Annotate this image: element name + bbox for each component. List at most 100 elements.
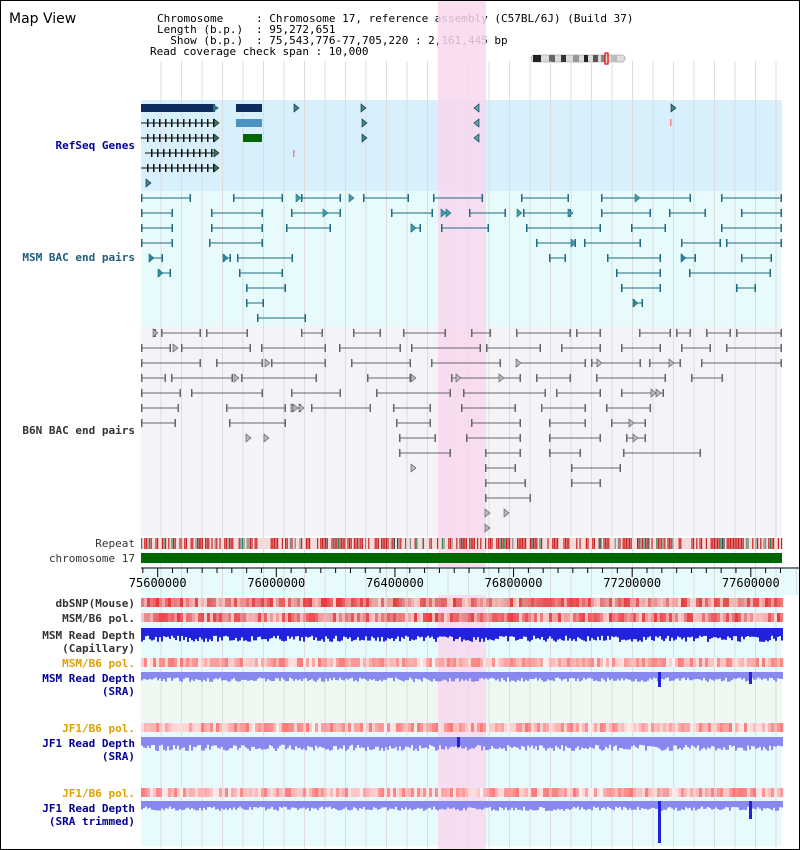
msm-depth-bar [733, 628, 735, 637]
msm-pol-sra-cell [315, 658, 319, 667]
msm-depth-bar [681, 628, 683, 640]
jf1-depth-bar [525, 737, 527, 751]
repeat-element [430, 538, 432, 549]
jf1-trim-depth-bar [345, 801, 347, 808]
msm-pol-cell [606, 613, 610, 622]
repeat-element [229, 538, 231, 549]
repeat-element [637, 538, 639, 549]
msm-pol-cell [720, 613, 724, 622]
repeat-element [254, 538, 256, 549]
jf1-pol-cell [441, 723, 445, 732]
jf1-trim-depth-bar [463, 801, 465, 808]
jf1-pol-trim-cell [144, 788, 148, 797]
msm-bac-pair-end [161, 254, 163, 262]
msm-sra-depth-bar [343, 672, 345, 681]
jf1-depth-bar [691, 737, 693, 746]
jf1-trim-depth-bar [275, 801, 277, 810]
msm-pol-sra-cell [756, 658, 760, 667]
jf1-depth-bar [407, 737, 409, 747]
msm-depth-bar [145, 628, 147, 637]
jf1-trim-depth-bar [385, 801, 387, 808]
jf1-pol-trim-cell [717, 788, 721, 797]
msm-sra-depth-bar [631, 672, 633, 682]
jf1-depth-bar [441, 737, 443, 750]
msm-depth-bar [315, 628, 317, 638]
b6n-arrow [596, 358, 603, 368]
jf1-trim-depth-bar [419, 801, 421, 809]
msm-depth-bar [599, 628, 601, 641]
jf1-depth-trim-label: JF1 Read Depth [42, 802, 135, 815]
msm-depth-bar [465, 628, 467, 641]
msm-pol-cell [549, 613, 553, 622]
msm-pol-sra-cell [426, 658, 430, 667]
jf1-pol-cell [309, 723, 313, 732]
jf1-depth-bar [707, 737, 709, 748]
jf1-pol-cell [528, 723, 532, 732]
repeat-element [625, 538, 627, 549]
jf1-trim-depth-bar [407, 801, 409, 810]
jf1-pol-cell [255, 723, 259, 732]
msm-pol-cell [459, 613, 463, 622]
msm-depth-bar [257, 628, 259, 638]
b6n-bac-pair-end [571, 479, 573, 487]
jf1-pol-trim-cell [633, 788, 637, 797]
jf1-trim-depth-bar [653, 801, 655, 808]
msm-sra-depth-bar [195, 672, 197, 680]
jf1-depth-bar [411, 737, 413, 746]
msm-pol-cell [645, 613, 649, 622]
msm-sra-depth-bar [425, 672, 427, 679]
msm-depth-bar [541, 628, 543, 637]
jf1-depth-bar [483, 737, 485, 747]
dbsnp-cell [177, 598, 181, 607]
jf1-pol-trim-cell [378, 788, 382, 797]
msm-depth-bar [637, 628, 639, 642]
msm-pol-cell [651, 613, 655, 622]
repeat-element [334, 538, 336, 549]
msm-pol-cell [378, 613, 382, 622]
jf1-pol-cell [636, 723, 640, 732]
jf1-trim-depth-bar [389, 801, 391, 809]
msm-sra-depth-bar [603, 672, 605, 680]
b6n-bac-pair-end [780, 329, 782, 337]
msm-depth-bar [739, 628, 741, 642]
jf1-pol-trim-cell [651, 788, 655, 797]
chromosome-ideogram[interactable] [529, 52, 629, 66]
jf1-trim-depth-bar [481, 801, 483, 810]
jf1-trim-depth-bar [373, 801, 375, 808]
repeat-element [206, 538, 208, 549]
jf1-pol-cell [669, 723, 673, 732]
msm-sra-depth-bar [389, 672, 391, 678]
msm-pol-cell [330, 613, 334, 622]
jf1-pol-trim-cell [708, 788, 712, 797]
msm-pol-cell [558, 613, 562, 622]
jf1-depth-bar [281, 737, 283, 745]
msm-depth-bar [617, 628, 619, 638]
msm-pol-cell [666, 613, 670, 622]
msm-sra-depth-bar [305, 672, 307, 679]
repeat-element [557, 538, 559, 549]
msm-depth-bar [531, 628, 533, 640]
jf1-depth-bar [413, 737, 415, 751]
jf1-pol-trim-cell [465, 788, 469, 797]
strand-arrow [213, 163, 220, 173]
repeat-element [497, 538, 499, 549]
msm-pol-sra-cell [174, 658, 178, 667]
msm-pol-sra-cell [459, 658, 463, 667]
msm-depth-bar [255, 628, 257, 641]
repeat-element [141, 538, 143, 549]
msm-depth-bar [489, 628, 491, 640]
msm-pol-cell [669, 613, 673, 622]
msm-pol-cell [498, 613, 502, 622]
jf1-depth-bar [275, 737, 277, 751]
jf1-depth-bar [419, 737, 421, 746]
dbsnp-cell [174, 598, 178, 607]
jf1-pol-cell [522, 723, 526, 732]
msm-depth-bar [431, 628, 433, 637]
msm-sra-depth-bar [153, 672, 155, 679]
jf1-depth-bar [205, 737, 207, 748]
msm-sra-depth-bar [327, 672, 329, 682]
msm-sra-depth-bar [431, 672, 433, 682]
repeat-element [163, 538, 165, 549]
msm-pol-cell [279, 613, 283, 622]
